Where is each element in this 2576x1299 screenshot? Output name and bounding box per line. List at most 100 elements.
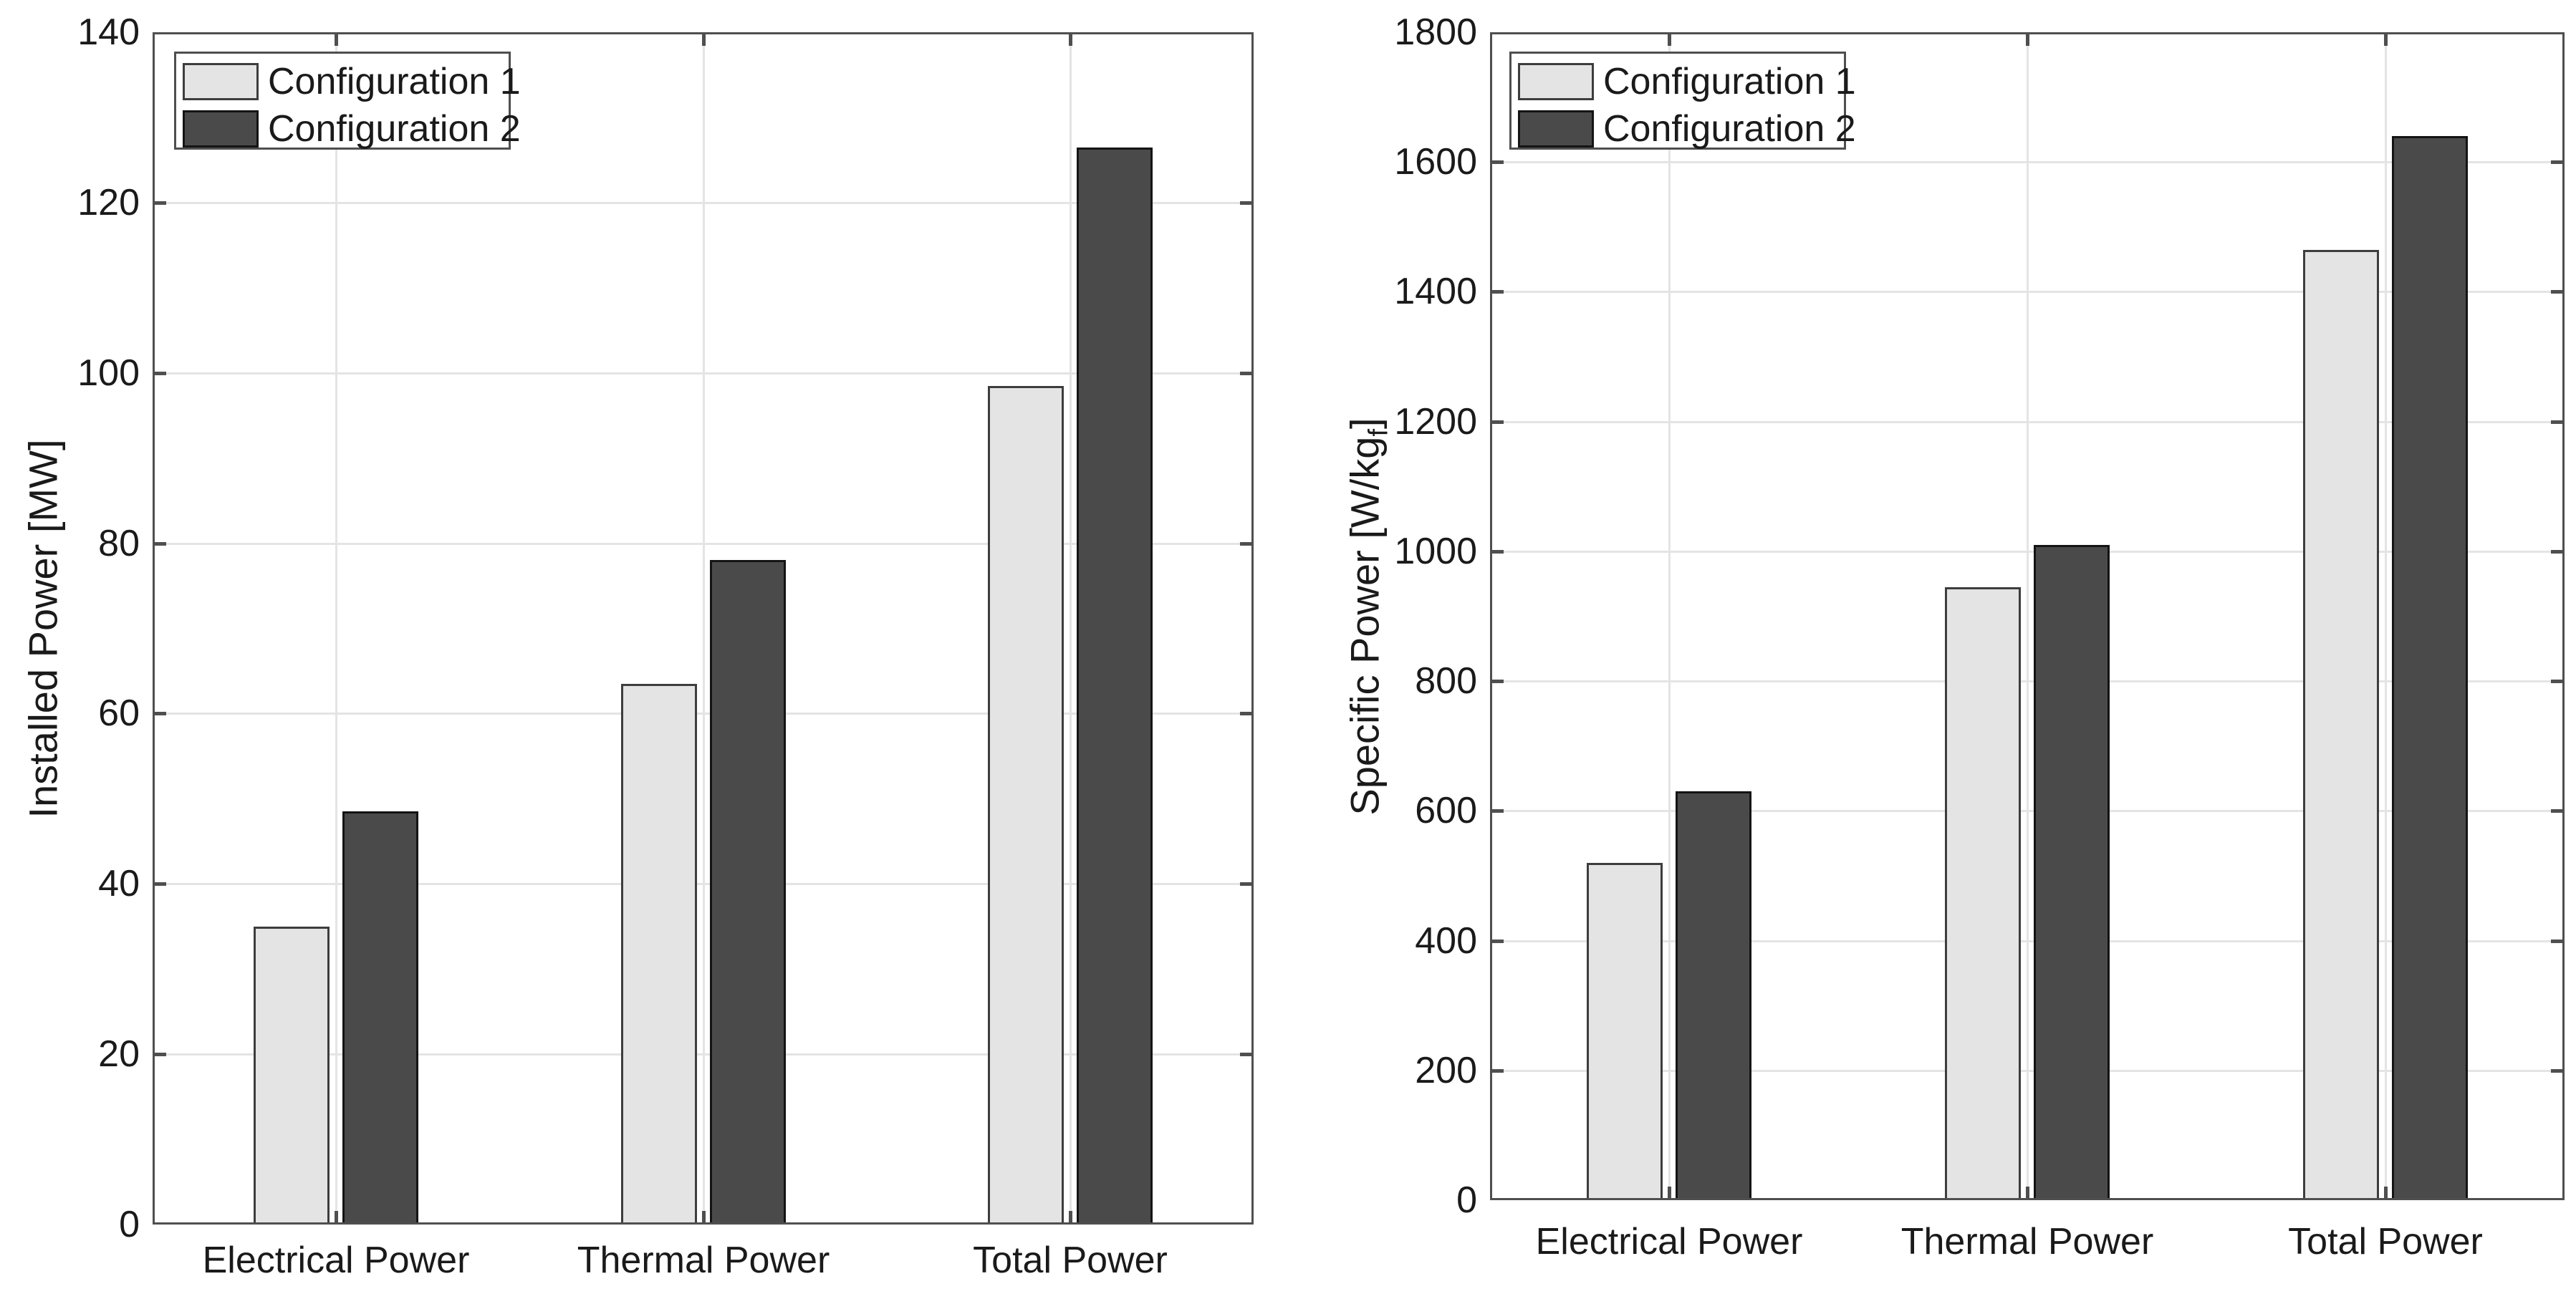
gridline-vertical (703, 32, 705, 1225)
x-category-label-total-power: Total Power (973, 1240, 1168, 1281)
gridline-vertical (1070, 32, 1072, 1225)
y-tick-label: 120 (77, 182, 140, 223)
bar-configuration-2-thermal-power (2034, 545, 2110, 1200)
y-tick-mark-left (155, 372, 166, 375)
gridline-horizontal (153, 372, 1254, 375)
legend-box: Configuration 1 Configuration 2 (174, 52, 521, 152)
y-tick-mark-right (2551, 809, 2562, 813)
y-tick-label: 60 (98, 692, 140, 734)
gridline-horizontal (1490, 940, 2565, 942)
bar-configuration-2-electrical-power (342, 811, 418, 1225)
y-tick-mark-right (2551, 680, 2562, 683)
legend-item-configuration-1: Configuration 1 (1512, 59, 1856, 105)
y-axis-label: Specific Power [W/kgf] (1342, 417, 1394, 816)
gridline-horizontal (1490, 1070, 2565, 1072)
bar-configuration-1-electrical-power (254, 927, 330, 1225)
y-tick-mark-right (2551, 160, 2562, 164)
gridline-horizontal (153, 202, 1254, 204)
y-tick-label: 80 (98, 523, 140, 564)
y-tick-mark-right (1240, 882, 1251, 886)
x-category-label-thermal-power: Thermal Power (577, 1240, 830, 1281)
x-category-label-thermal-power: Thermal Power (1900, 1221, 2154, 1262)
y-tick-label: 600 (1415, 790, 1477, 831)
y-tick-mark-right (2551, 1069, 2562, 1073)
axis-spine-right (1251, 32, 1254, 1225)
gridline-horizontal (153, 1053, 1254, 1056)
y-tick-mark-left (1492, 420, 1504, 424)
legend-label: Configuration 2 (1603, 108, 1856, 150)
y-tick-mark-left (1492, 1069, 1504, 1073)
legend-swatch (183, 63, 259, 100)
gridline-horizontal (153, 883, 1254, 885)
x-tick-mark-top (1069, 34, 1072, 46)
legend-item-configuration-2: Configuration 2 (176, 106, 521, 152)
y-tick-mark-right (1240, 712, 1251, 715)
gridline-vertical (2027, 32, 2029, 1200)
y-tick-label: 1000 (1394, 531, 1477, 572)
gridline-horizontal (153, 543, 1254, 545)
gridline-vertical (335, 32, 337, 1225)
gridline-horizontal (1490, 551, 2565, 553)
bar-configuration-1-thermal-power (1945, 587, 2021, 1200)
x-tick-mark-top (335, 34, 338, 46)
x-tick-mark-bottom (702, 1211, 706, 1222)
x-tick-mark-bottom (335, 1211, 338, 1222)
y-tick-mark-left (155, 542, 166, 546)
y-tick-mark-left (1492, 160, 1504, 164)
legend-box: Configuration 1 Configuration 2 (1509, 52, 1856, 152)
y-tick-mark-right (1240, 542, 1251, 546)
legend-swatch (1518, 110, 1594, 148)
y-axis-label-text: Specific Power [W/kg (1342, 436, 1388, 816)
x-tick-mark-top (702, 34, 706, 46)
y-tick-mark-right (2551, 550, 2562, 554)
legend-item-configuration-2: Configuration 2 (1512, 106, 1856, 152)
x-category-label-electrical-power: Electrical Power (1535, 1221, 1803, 1262)
x-tick-mark-top (1668, 34, 1671, 46)
y-tick-mark-left (1492, 290, 1504, 294)
y-axis-label: Installed Power [MW] (20, 439, 67, 818)
y-tick-label: 1600 (1394, 141, 1477, 183)
y-tick-mark-right (1240, 1053, 1251, 1056)
y-tick-mark-left (155, 882, 166, 886)
y-tick-mark-right (2551, 290, 2562, 294)
y-axis-label-text: Installed Power [MW (20, 450, 66, 818)
y-tick-mark-left (1492, 940, 1504, 943)
legend-label: Configuration 1 (268, 61, 521, 102)
legend-item-configuration-1: Configuration 1 (176, 59, 521, 105)
y-tick-mark-right (1240, 372, 1251, 375)
y-tick-label: 800 (1415, 660, 1477, 702)
bar-configuration-2-total-power (1077, 148, 1153, 1225)
y-axis-label-subscript: f (1363, 428, 1394, 437)
y-tick-mark-left (1492, 809, 1504, 813)
y-tick-mark-left (1492, 680, 1504, 683)
axis-spine-bottom (153, 1222, 1254, 1225)
y-axis-label-text: ] (1342, 417, 1388, 429)
bar-configuration-2-electrical-power (1676, 791, 1751, 1200)
legend-label: Configuration 2 (268, 108, 521, 150)
y-tick-label: 200 (1415, 1050, 1477, 1091)
gridline-horizontal (1490, 810, 2565, 812)
legend-label: Configuration 1 (1603, 61, 1856, 102)
y-tick-mark-right (1240, 201, 1251, 205)
y-tick-label: 140 (77, 11, 140, 53)
y-tick-label: 1200 (1394, 401, 1477, 443)
gridline-horizontal (1490, 291, 2565, 293)
y-tick-mark-right (2551, 940, 2562, 943)
y-tick-mark-left (155, 1053, 166, 1056)
axis-spine-bottom (1490, 1198, 2565, 1200)
y-tick-label: 0 (119, 1204, 140, 1245)
y-tick-label: 1400 (1394, 271, 1477, 312)
legend-swatch (1518, 63, 1594, 100)
y-tick-label: 400 (1415, 920, 1477, 962)
y-tick-mark-left (155, 201, 166, 205)
x-category-label-electrical-power: Electrical Power (202, 1240, 470, 1281)
axis-spine-right (2562, 32, 2565, 1200)
y-axis-label-text: ] (20, 439, 66, 451)
bar-configuration-1-electrical-power (1587, 863, 1663, 1200)
plot-area (153, 32, 1254, 1225)
plot-area (1490, 32, 2565, 1200)
gridline-vertical (2385, 32, 2387, 1200)
y-tick-label: 20 (98, 1033, 140, 1075)
x-category-label-total-power: Total Power (2288, 1221, 2483, 1262)
bar-configuration-2-total-power (2392, 136, 2468, 1200)
